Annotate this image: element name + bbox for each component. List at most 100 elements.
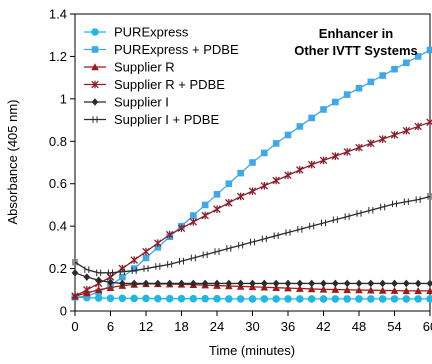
legend-item: Supplier R <box>84 60 175 75</box>
data-point <box>236 192 245 201</box>
data-point <box>332 216 338 224</box>
x-tick-label: 6 <box>107 319 114 334</box>
legend-label: PURExpress + PDBE <box>114 42 239 57</box>
data-point <box>319 285 328 293</box>
data-point <box>272 176 280 185</box>
data-point <box>319 156 328 165</box>
data-point <box>378 135 387 143</box>
data-point <box>272 295 280 303</box>
y-tick-label: 1.2 <box>49 49 67 64</box>
data-point <box>201 211 209 220</box>
data-point <box>130 294 138 303</box>
data-point <box>320 106 327 113</box>
data-point <box>368 206 374 214</box>
data-point <box>308 279 315 288</box>
legend-label: PURExpress <box>114 25 189 40</box>
data-point <box>380 203 386 211</box>
data-point <box>309 222 315 230</box>
data-point <box>248 187 257 195</box>
data-point <box>296 123 304 130</box>
data-point <box>343 91 351 98</box>
data-point <box>225 199 233 207</box>
legend-swatch-marker <box>91 46 99 53</box>
data-point <box>225 295 233 303</box>
data-point <box>190 279 197 288</box>
data-point <box>250 238 255 246</box>
data-point <box>343 279 351 288</box>
data-point <box>226 245 232 252</box>
data-point <box>403 279 410 288</box>
data-point <box>190 254 196 262</box>
series-line <box>74 195 431 274</box>
y-tick-label: 0 <box>60 304 67 319</box>
data-point <box>272 279 280 288</box>
legend-item: Supplier R + PDBE <box>84 77 225 92</box>
data-point <box>378 295 387 303</box>
x-tick-label: 18 <box>174 319 188 334</box>
y-axis-label: Absorbance (405 nm) <box>5 99 20 224</box>
data-point <box>83 285 91 294</box>
x-tick-label: 30 <box>245 319 259 334</box>
data-point <box>190 212 197 219</box>
x-tick-label: 12 <box>139 319 153 334</box>
data-point <box>332 279 339 288</box>
data-point <box>285 229 291 236</box>
data-point <box>414 53 422 60</box>
data-point <box>154 279 162 288</box>
series-5 <box>71 269 432 288</box>
data-point <box>284 284 292 292</box>
data-point <box>343 295 351 303</box>
series-6 <box>72 193 432 277</box>
data-point <box>402 295 411 303</box>
data-point <box>130 265 138 272</box>
data-point <box>213 191 221 198</box>
data-point <box>307 160 316 169</box>
data-point <box>390 295 399 303</box>
legend-label: Supplier I <box>114 95 169 110</box>
data-point <box>426 279 432 288</box>
legend-swatch-marker <box>91 63 99 71</box>
data-point <box>319 295 328 303</box>
data-point <box>119 268 125 276</box>
data-point <box>178 279 185 288</box>
data-point <box>201 279 209 288</box>
data-point <box>249 159 256 166</box>
y-tick-label: 0.6 <box>49 176 67 191</box>
data-point <box>378 286 387 294</box>
data-point <box>331 295 340 303</box>
data-point <box>296 279 304 288</box>
data-point <box>213 279 221 288</box>
data-point <box>296 295 304 303</box>
data-point <box>155 263 161 270</box>
legend-item: Supplier I <box>84 95 169 110</box>
data-point <box>390 286 399 294</box>
data-point <box>249 279 256 288</box>
data-point <box>179 257 184 265</box>
data-point <box>95 276 102 285</box>
legend-label: Supplier I + PDBE <box>114 112 219 127</box>
x-tick-label: 36 <box>281 319 295 334</box>
data-point <box>321 219 326 227</box>
data-point <box>426 295 432 303</box>
data-point <box>284 279 292 288</box>
data-point <box>261 149 268 157</box>
data-point <box>189 294 198 303</box>
data-point <box>108 269 113 277</box>
data-point <box>154 244 162 251</box>
data-point <box>154 239 162 247</box>
data-point <box>142 254 150 262</box>
data-point <box>344 213 350 220</box>
data-point <box>167 261 173 268</box>
data-point <box>272 140 280 147</box>
data-point <box>331 285 340 293</box>
data-point <box>142 294 150 303</box>
x-tick-label: 54 <box>387 319 401 334</box>
data-point <box>343 148 351 156</box>
data-point <box>403 198 409 206</box>
data-point <box>118 294 127 303</box>
data-point <box>427 193 432 200</box>
annotation-line-2: Other IVTT Systems <box>294 43 418 58</box>
x-tick-label: 0 <box>71 319 78 334</box>
data-point <box>166 279 173 288</box>
